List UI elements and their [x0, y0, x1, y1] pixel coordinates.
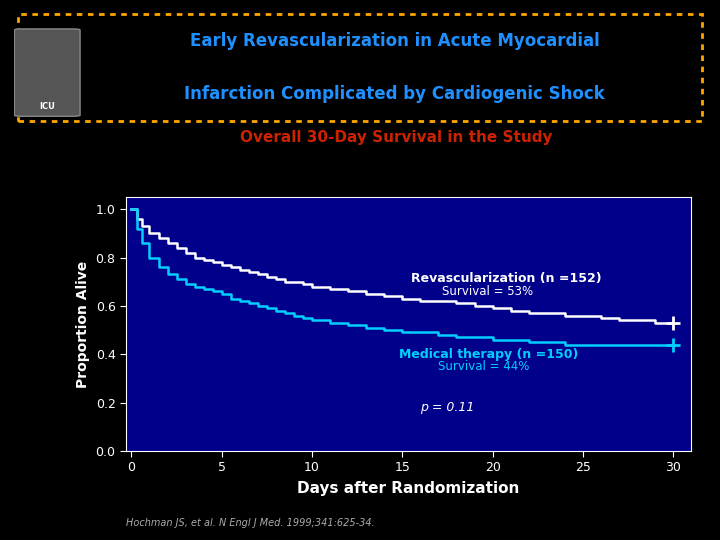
Text: Early Revascularization in Acute Myocardial: Early Revascularization in Acute Myocard… — [189, 32, 600, 50]
Text: ICU: ICU — [40, 102, 55, 111]
Text: Revascularization (n =152): Revascularization (n =152) — [411, 272, 602, 285]
Text: Survival = 44%: Survival = 44% — [438, 360, 530, 373]
Text: Survival = 53%: Survival = 53% — [442, 285, 533, 298]
Text: Overall 30-Day Survival in the Study: Overall 30-Day Survival in the Study — [240, 130, 552, 145]
Text: Infarction Complicated by Cardiogenic Shock: Infarction Complicated by Cardiogenic Sh… — [184, 85, 605, 103]
Y-axis label: Proportion Alive: Proportion Alive — [76, 260, 90, 388]
Text: p = 0.11: p = 0.11 — [420, 401, 474, 414]
Text: Hochman JS, et al. N Engl J Med. 1999;341:625-34.: Hochman JS, et al. N Engl J Med. 1999;34… — [126, 518, 374, 529]
Text: Medical therapy (n =150): Medical therapy (n =150) — [399, 348, 578, 361]
X-axis label: Days after Randomization: Days after Randomization — [297, 481, 520, 496]
FancyBboxPatch shape — [14, 29, 80, 116]
